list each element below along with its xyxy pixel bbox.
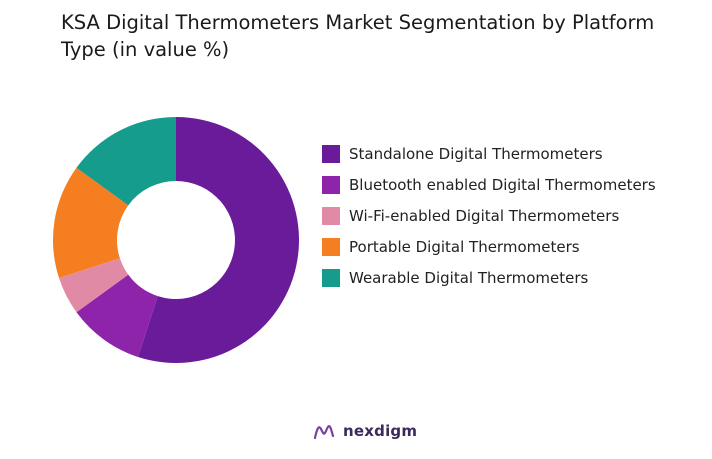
legend-swatch — [322, 206, 340, 225]
legend-swatch — [322, 237, 340, 256]
nexdigm-logo-icon — [313, 425, 335, 440]
chart-legend: Standalone Digital Thermometers Bluetoot… — [322, 138, 656, 293]
legend-swatch — [322, 144, 340, 163]
pie-slice — [53, 167, 129, 279]
legend-swatch — [322, 175, 340, 194]
brand-name: nexdigm — [343, 422, 418, 440]
legend-label: Wearable Digital Thermometers — [349, 268, 589, 287]
pie-slice — [59, 258, 129, 313]
pie-slice — [76, 117, 176, 206]
brand-logo: nexdigm — [312, 421, 417, 441]
legend-swatch — [322, 268, 340, 287]
pie-slice — [137, 116, 300, 364]
legend-label: Wi-Fi-enabled Digital Thermometers — [349, 206, 620, 225]
legend-item: Portable Digital Thermometers — [322, 231, 656, 262]
legend-label: Bluetooth enabled Digital Thermometers — [349, 175, 656, 194]
pie-slice — [76, 274, 158, 357]
chart-title: KSA Digital Thermometers Market Segmenta… — [61, 11, 655, 61]
legend-item: Wi-Fi-enabled Digital Thermometers — [322, 200, 656, 231]
legend-item: Standalone Digital Thermometers — [322, 138, 656, 169]
legend-item: Bluetooth enabled Digital Thermometers — [322, 169, 656, 200]
legend-label: Standalone Digital Thermometers — [349, 144, 603, 163]
legend-label: Portable Digital Thermometers — [349, 237, 580, 256]
legend-item: Wearable Digital Thermometers — [322, 262, 656, 293]
